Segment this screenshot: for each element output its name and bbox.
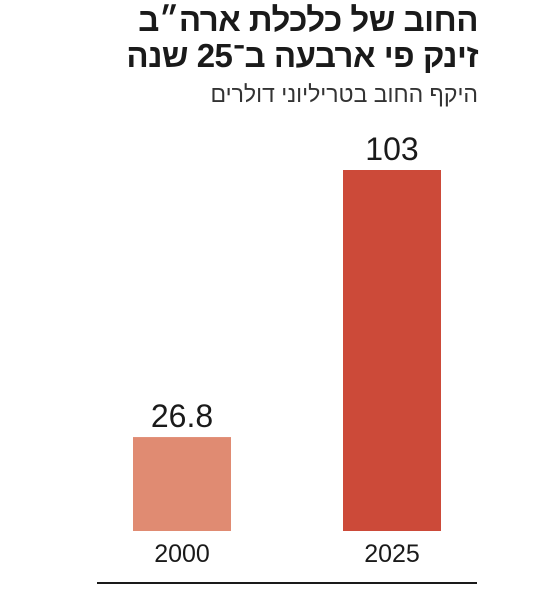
title-line: זינק פי ארבעה ב־25 שנה — [126, 37, 478, 74]
chart-subtitle: היקף החוב בטריליוני דולרים — [210, 81, 478, 107]
title-line: החוב של כלכלת ארה״ב — [138, 1, 478, 38]
bar — [133, 437, 231, 531]
x-tick-label: 2025 — [364, 540, 420, 568]
bar — [343, 170, 441, 531]
value-label: 103 — [365, 131, 418, 167]
header: החוב של כלכלת ארה״ב זינק פי ארבעה ב־25 ש… — [8, 0, 478, 108]
value-label: 26.8 — [151, 398, 213, 434]
chart-title: החוב של כלכלת ארה״ב זינק פי ארבעה ב־25 ש… — [8, 2, 478, 74]
x-tick-label: 2000 — [154, 540, 210, 568]
